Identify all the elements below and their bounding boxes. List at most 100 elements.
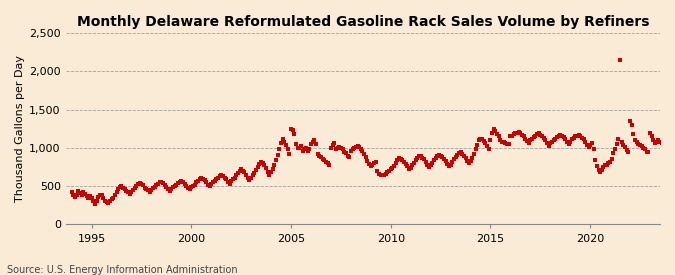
Point — [500, 141, 511, 145]
Point — [95, 192, 105, 197]
Point — [284, 152, 295, 156]
Point — [565, 139, 576, 144]
Point — [277, 137, 288, 142]
Point — [381, 172, 392, 176]
Point — [563, 142, 574, 146]
Point — [167, 185, 178, 189]
Point — [315, 155, 326, 159]
Point — [151, 183, 162, 188]
Point — [254, 162, 265, 166]
Point — [554, 133, 564, 138]
Point — [192, 178, 203, 183]
Point — [241, 172, 252, 177]
Point — [396, 156, 406, 161]
Point — [68, 193, 79, 197]
Point — [615, 57, 626, 62]
Point — [504, 142, 514, 146]
Point — [216, 172, 227, 177]
Point — [491, 132, 502, 136]
Point — [392, 158, 403, 162]
Point — [217, 174, 228, 178]
Point — [169, 184, 180, 188]
Point — [382, 170, 393, 175]
Title: Monthly Delaware Reformulated Gasoline Rack Sales Volume by Refiners: Monthly Delaware Reformulated Gasoline R… — [76, 15, 649, 29]
Point — [375, 173, 386, 178]
Point — [173, 181, 184, 185]
Point — [294, 146, 304, 150]
Point — [229, 175, 240, 180]
Point — [645, 130, 655, 135]
Point — [649, 141, 660, 145]
Point — [659, 145, 670, 149]
Point — [598, 165, 609, 169]
Point — [540, 138, 551, 142]
Point — [513, 130, 524, 134]
Point — [439, 156, 450, 161]
Point — [566, 137, 577, 142]
Point — [532, 132, 543, 136]
Text: Source: U.S. Energy Information Administration: Source: U.S. Energy Information Administ… — [7, 265, 238, 275]
Point — [90, 202, 101, 206]
Point — [156, 179, 167, 184]
Point — [72, 192, 82, 197]
Point — [202, 182, 213, 187]
Point — [174, 179, 185, 184]
Point — [385, 167, 396, 172]
Point — [583, 145, 594, 149]
Point — [462, 159, 472, 163]
Point — [352, 144, 363, 148]
Point — [321, 160, 331, 164]
Point — [113, 187, 124, 191]
Point — [408, 161, 419, 165]
Point — [623, 150, 634, 155]
Point — [537, 134, 547, 139]
Point — [153, 182, 163, 186]
Point — [133, 182, 144, 186]
Point — [84, 194, 95, 198]
Point — [522, 139, 533, 143]
Point — [457, 152, 468, 156]
Point — [655, 139, 666, 144]
Point — [412, 156, 423, 160]
Point — [435, 153, 446, 158]
Point — [207, 180, 218, 185]
Point — [166, 187, 177, 191]
Point — [525, 138, 536, 142]
Point — [123, 190, 134, 194]
Point — [424, 165, 435, 169]
Point — [144, 189, 155, 194]
Point — [349, 146, 360, 150]
Point — [139, 186, 150, 190]
Point — [126, 189, 137, 194]
Point — [371, 160, 381, 164]
Point — [364, 162, 375, 166]
Point — [432, 154, 443, 158]
Point — [483, 146, 494, 151]
Point — [404, 166, 414, 171]
Point — [239, 170, 250, 175]
Point — [88, 199, 99, 204]
Point — [541, 141, 552, 145]
Point — [206, 182, 217, 186]
Point — [634, 143, 645, 147]
Point — [443, 164, 454, 169]
Point — [480, 141, 491, 145]
Point — [512, 130, 522, 135]
Point — [70, 195, 80, 199]
Point — [425, 163, 436, 168]
Point — [329, 141, 340, 145]
Point — [399, 160, 410, 164]
Point — [148, 186, 159, 191]
Point — [335, 146, 346, 150]
Point — [354, 145, 364, 149]
Point — [597, 168, 608, 172]
Point — [181, 184, 192, 188]
Point — [390, 161, 401, 165]
Point — [626, 123, 637, 127]
Point — [593, 168, 604, 172]
Point — [387, 166, 398, 170]
Point — [573, 133, 584, 137]
Point — [188, 184, 198, 188]
Point — [289, 132, 300, 136]
Point — [450, 155, 461, 159]
